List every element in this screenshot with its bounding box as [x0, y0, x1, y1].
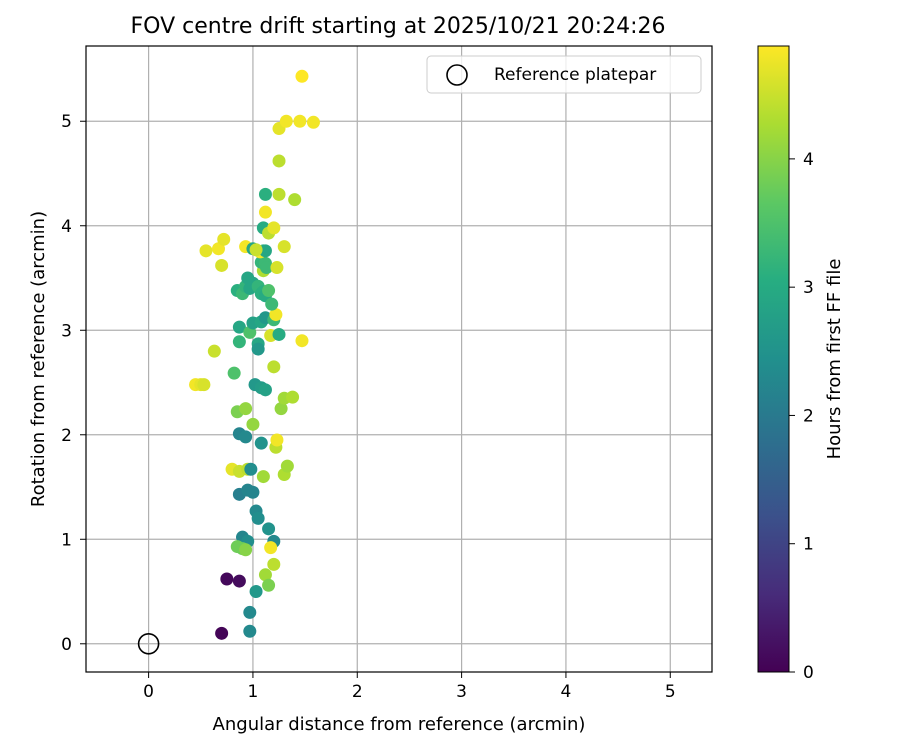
- data-point: [259, 261, 273, 275]
- y-tick-label: 4: [61, 217, 72, 237]
- data-point: [197, 378, 211, 392]
- data-point: [246, 417, 260, 431]
- data-point: [270, 433, 284, 447]
- data-point: [265, 297, 279, 311]
- data-point: [243, 624, 257, 638]
- plot-frame: [85, 45, 713, 673]
- data-point: [277, 240, 291, 254]
- y-tick-label: 1: [61, 530, 72, 550]
- data-point: [256, 470, 270, 484]
- axis-ticks: 0 1 2 3 4 5 0 1 2 3 4 5: [61, 112, 676, 702]
- data-point: [239, 543, 253, 557]
- data-point: [227, 366, 241, 380]
- data-point: [243, 605, 257, 619]
- data-point: [295, 69, 309, 83]
- data-point: [232, 574, 246, 588]
- data-point: [267, 360, 281, 374]
- x-tick-label: 0: [143, 682, 154, 702]
- data-point: [262, 578, 276, 592]
- data-point: [239, 430, 253, 444]
- data-point: [272, 187, 286, 201]
- data-point: [264, 541, 278, 555]
- chart-title: FOV centre drift starting at 2025/10/21 …: [131, 14, 666, 39]
- data-point: [286, 390, 300, 404]
- data-point: [267, 221, 281, 235]
- data-point: [279, 114, 293, 128]
- legend-marker-icon: [446, 64, 468, 86]
- colorbar-tick-label: 3: [803, 278, 814, 298]
- data-point: [215, 626, 229, 640]
- colorbar: [758, 46, 789, 672]
- x-axis-label: Angular distance from reference (arcmin): [213, 714, 586, 735]
- data-point: [262, 284, 276, 298]
- colorbar-label: Hours from first FF file: [824, 259, 845, 460]
- data-point: [199, 244, 213, 258]
- data-point: [215, 258, 229, 272]
- data-point: [280, 459, 294, 473]
- data-point: [220, 572, 234, 586]
- data-point: [306, 115, 320, 129]
- data-point: [258, 383, 272, 397]
- data-point: [272, 154, 286, 168]
- data-point: [244, 462, 258, 476]
- legend: Reference platepar: [426, 55, 702, 94]
- data-point: [249, 243, 263, 257]
- data-point: [267, 557, 281, 571]
- y-axis-label: Rotation from reference (arcmin): [28, 211, 49, 507]
- y-tick-label: 0: [61, 635, 72, 655]
- plot-area: [86, 46, 712, 672]
- legend-label: Reference platepar: [494, 65, 656, 85]
- colorbar-tick-label: 1: [803, 535, 814, 555]
- colorbar-tick-label: 2: [803, 406, 814, 426]
- y-tick-label: 3: [61, 321, 72, 341]
- grid-lines: [86, 46, 712, 672]
- x-tick-label: 5: [665, 682, 676, 702]
- data-point: [246, 485, 260, 499]
- data-point: [274, 402, 288, 416]
- y-tick-label: 5: [61, 112, 72, 132]
- data-point: [272, 327, 286, 341]
- data-point: [232, 335, 246, 349]
- y-tick-label: 2: [61, 426, 72, 446]
- data-point: [239, 402, 253, 416]
- colorbar-tick-label: 0: [803, 663, 814, 683]
- data-point: [254, 436, 268, 450]
- data-point: [293, 114, 307, 128]
- data-point: [232, 320, 246, 334]
- data-point: [251, 511, 265, 525]
- data-point: [262, 522, 276, 536]
- data-point: [258, 205, 272, 219]
- x-tick-label: 1: [248, 682, 259, 702]
- x-tick-label: 2: [352, 682, 363, 702]
- data-point: [241, 271, 255, 285]
- x-tick-label: 3: [456, 682, 467, 702]
- data-point: [251, 342, 265, 356]
- data-point: [258, 244, 272, 258]
- reference-point-marker: [137, 632, 160, 655]
- data-point: [270, 261, 284, 275]
- legend-box: [426, 55, 702, 94]
- data-point: [207, 344, 221, 358]
- colorbar-frame: [757, 45, 790, 673]
- x-tick-label: 4: [561, 682, 572, 702]
- colorbar-ticks: 0 1 2 3 4: [789, 150, 814, 683]
- data-point: [288, 193, 302, 207]
- data-point: [295, 334, 309, 348]
- data-point: [217, 232, 231, 246]
- data-points: [189, 69, 320, 640]
- data-point: [258, 568, 272, 582]
- data-point: [258, 187, 272, 201]
- data-point: [249, 585, 263, 599]
- data-point: [269, 308, 283, 322]
- colorbar-tick-label: 4: [803, 150, 814, 170]
